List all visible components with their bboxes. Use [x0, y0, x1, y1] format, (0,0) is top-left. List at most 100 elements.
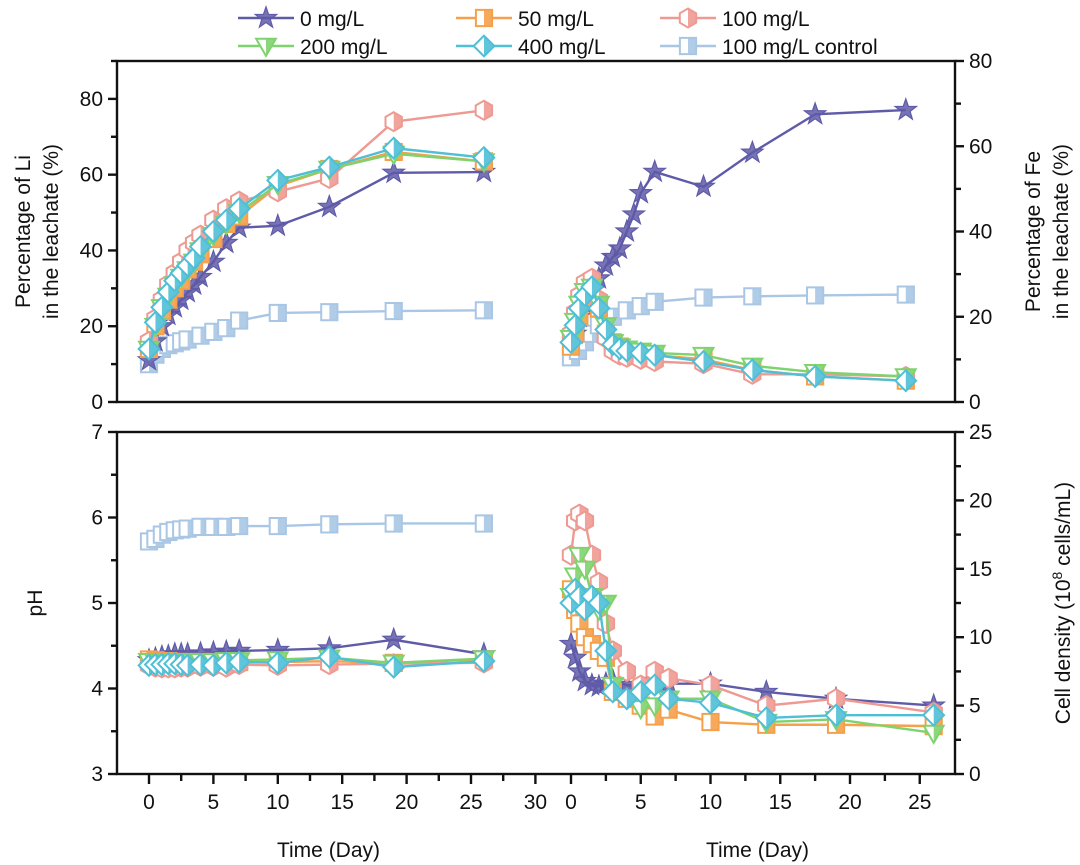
- data-point: [587, 296, 611, 320]
- legend-marker-icon: [474, 8, 494, 28]
- x-tick-label: 25: [908, 791, 931, 814]
- data-point: [266, 168, 290, 193]
- series-400-mgl: [559, 577, 946, 730]
- data-point: [137, 337, 161, 361]
- data-point: [806, 286, 825, 305]
- series-group: [559, 96, 919, 393]
- data-point: [628, 180, 654, 204]
- x-tick-label: 10: [266, 791, 289, 814]
- y-tick-label: 0: [969, 763, 981, 786]
- y-axis-title: Percentage of Li: [12, 155, 35, 308]
- x-tick-label: 5: [208, 791, 220, 814]
- series-100-mgl-control: [139, 301, 493, 374]
- data-point: [188, 234, 213, 259]
- y-tick-label: 4: [91, 678, 103, 701]
- legend-marker-icon: [678, 36, 698, 56]
- legend-label: 50 mg/L: [518, 8, 594, 31]
- series-group: [136, 99, 497, 374]
- y-tick-label: 3: [91, 763, 103, 786]
- y-tick-label: 40: [969, 221, 992, 244]
- data-point: [575, 510, 595, 532]
- data-point: [894, 368, 918, 393]
- x-axis-title: Time (Day): [277, 839, 380, 862]
- y-axis-title: pH: [24, 590, 47, 617]
- legend-item-50-mgl: 50 mg/L: [456, 8, 594, 31]
- series-50-mgl: [561, 580, 943, 736]
- y-tick-label: 6: [91, 507, 103, 530]
- data-point: [694, 288, 713, 307]
- data-point: [642, 158, 668, 183]
- x-tick-label: 25: [459, 791, 482, 814]
- data-point: [739, 139, 765, 164]
- data-point: [893, 96, 919, 121]
- data-point: [201, 219, 226, 244]
- data-point: [320, 515, 339, 534]
- legend-label: 400 mg/L: [518, 36, 606, 59]
- data-point: [559, 330, 583, 355]
- y-axis-fe: 0 20 40 60 80 Percentage of Fe in the leachate…: [955, 50, 1073, 414]
- y-tick-label: 80: [80, 88, 103, 111]
- data-point: [824, 703, 848, 727]
- data-point: [230, 311, 249, 330]
- y-axis-title: Cell density (108 cells/mL): [1049, 482, 1075, 724]
- data-point: [562, 644, 588, 669]
- legend-item-200-mgl: 200 mg/L: [238, 36, 388, 59]
- x-tick-label: 15: [769, 791, 792, 814]
- data-point: [381, 136, 406, 160]
- legend-item-0-mgl: 0 mg/L: [238, 4, 364, 31]
- data-point: [472, 649, 496, 673]
- legend-item-400-mgl: 400 mg/L: [456, 34, 606, 59]
- y-tick-label: 60: [80, 164, 103, 187]
- data-point: [587, 591, 611, 615]
- data-point: [594, 639, 618, 663]
- y-tick-label: 5: [91, 592, 103, 615]
- data-point: [740, 358, 765, 382]
- x-tick-label: 20: [838, 791, 861, 814]
- data-point: [573, 560, 597, 581]
- series-group: [558, 503, 947, 745]
- x-tick-label: 0: [565, 791, 577, 814]
- y-tick-label: 80: [969, 50, 992, 73]
- data-point: [563, 313, 587, 338]
- y-tick-label: 60: [969, 135, 992, 158]
- data-point: [381, 159, 407, 184]
- data-point: [656, 686, 681, 711]
- data-point: [566, 658, 592, 682]
- x-tick-label: 20: [395, 791, 418, 814]
- y-tick-label: 20: [969, 306, 992, 329]
- data-point: [474, 99, 494, 121]
- data-point: [317, 645, 342, 669]
- x-axis-cell: 0 5 10 15 20 25 Time (Day): [565, 774, 931, 862]
- legend-item-100-mgl-control: 100 mg/L control: [660, 36, 878, 59]
- data-point: [803, 364, 827, 389]
- data-point: [214, 208, 239, 232]
- data-point: [614, 218, 640, 243]
- y-axis-cell: 0 5 10 15 20 25 Cell density (108 cells/mL): [955, 421, 1075, 786]
- legend-marker-icon: [472, 34, 496, 58]
- data-point: [474, 301, 493, 320]
- y-axis-title: Percentage of Fe: [1022, 151, 1045, 312]
- data-point: [743, 287, 762, 306]
- data-point: [896, 285, 915, 304]
- y-axis-title: in the leachate (%): [40, 144, 63, 319]
- panel-fe-percentage: [559, 96, 919, 393]
- data-point: [607, 235, 633, 260]
- legend-marker-icon: [253, 4, 279, 29]
- series-100-mgl-control: [561, 285, 915, 367]
- data-point: [698, 691, 723, 715]
- data-point: [381, 655, 406, 679]
- y-tick-label: 25: [969, 421, 992, 444]
- series-400-mgl: [137, 645, 496, 679]
- data-point: [227, 650, 251, 674]
- data-point: [384, 514, 403, 533]
- data-point: [645, 292, 664, 311]
- data-point: [143, 310, 168, 335]
- panel-li-percentage: [136, 99, 497, 374]
- data-point: [381, 626, 407, 651]
- legend-label: 0 mg/L: [300, 8, 364, 31]
- data-point: [265, 212, 291, 237]
- data-point: [472, 145, 496, 170]
- data-point: [230, 516, 249, 536]
- legend-label: 100 mg/L control: [722, 36, 878, 59]
